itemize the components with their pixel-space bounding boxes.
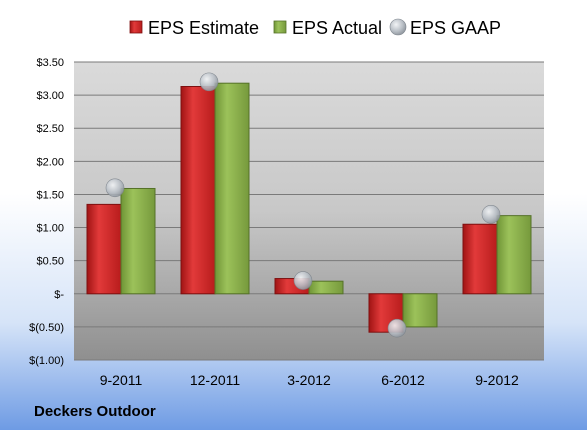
legend-label: EPS Estimate [148, 18, 259, 38]
x-tick-label: 9-2012 [475, 372, 519, 388]
legend-swatch [129, 20, 143, 34]
marker-eps-gaap [387, 318, 407, 338]
company-label: Deckers Outdoor [34, 403, 156, 420]
bar-eps-estimate [86, 203, 122, 295]
bar-eps-estimate [180, 86, 216, 295]
y-tick-label: $2.50 [36, 123, 64, 135]
x-axis-tick-labels: 9-2011 12-2011 3-2012 6-2012 9-2012 [100, 372, 519, 388]
y-tick-label: $0.50 [36, 256, 64, 268]
bar-eps-estimate [462, 223, 498, 295]
bar-eps-actual [120, 187, 156, 295]
marker-eps-gaap [293, 271, 313, 290]
legend: EPS Estimate EPS Actual EPS GAAP [129, 18, 501, 38]
legend-label: EPS GAAP [410, 18, 501, 38]
legend-swatch [273, 20, 287, 34]
legend-swatch [389, 18, 407, 36]
y-tick-label: $- [54, 289, 64, 301]
y-tick-label: $(0.50) [29, 322, 64, 334]
legend-label: EPS Actual [292, 18, 382, 38]
bar-eps-actual [214, 82, 250, 295]
y-tick-label: $3.00 [36, 90, 64, 102]
y-axis-tick-labels: $3.50 $3.00 $2.50 $2.00 $1.50 $1.00 $0.50 $- $(0… [29, 57, 64, 367]
x-tick-label: 12-2011 [190, 372, 241, 388]
y-tick-label: $3.50 [36, 57, 64, 69]
bar-eps-actual [496, 215, 532, 295]
marker-eps-gaap [105, 178, 125, 198]
x-tick-label: 9-2011 [100, 372, 143, 388]
x-tick-label: 3-2012 [287, 372, 331, 388]
y-tick-label: $2.00 [36, 156, 64, 168]
y-tick-label: $1.00 [36, 223, 64, 235]
y-tick-label: $(1.00) [29, 355, 64, 367]
bars [86, 72, 532, 338]
marker-eps-gaap [199, 72, 219, 92]
y-tick-label: $1.50 [36, 189, 64, 201]
marker-eps-gaap [481, 205, 501, 224]
bar-eps-actual [402, 293, 438, 328]
bar-eps-actual [308, 280, 344, 295]
x-tick-label: 6-2012 [381, 372, 425, 388]
